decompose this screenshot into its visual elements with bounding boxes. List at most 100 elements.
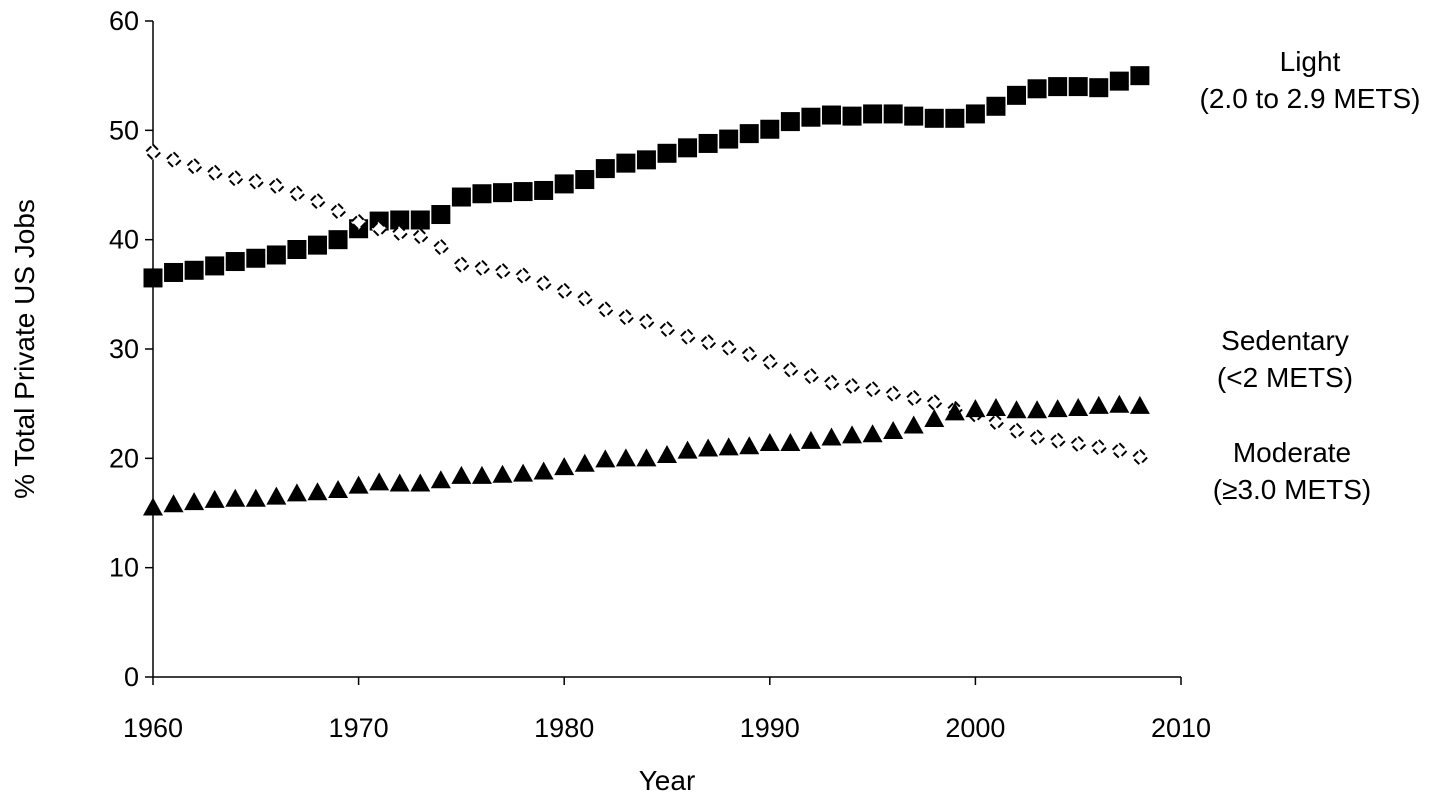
triangle-marker [204, 489, 225, 508]
diamond-marker [822, 373, 841, 392]
diamond-marker [267, 177, 286, 196]
triangle-marker [1109, 394, 1130, 413]
square-marker [616, 153, 636, 173]
x-tick-label: 2010 [1151, 713, 1211, 743]
diamond-marker [555, 282, 574, 300]
triangle-marker [286, 483, 307, 502]
axes: 0 10 20 30 40 50 60 1960 1970 1980 1990 2000 2010 [109, 6, 1211, 743]
y-axis-title: % Total Private US Jobs [9, 199, 40, 499]
series-label-2: Moderate (≥3.0 METS) [1213, 437, 1372, 505]
y-tick-label: 0 [124, 662, 139, 692]
diamond-marker [843, 377, 861, 396]
square-marker [164, 262, 184, 282]
square-marker [451, 187, 471, 207]
series-label-line: Sedentary [1221, 325, 1349, 356]
square-marker [595, 159, 615, 179]
square-marker [534, 180, 554, 200]
triangle-marker [471, 465, 492, 484]
diamond-marker [884, 384, 903, 403]
square-marker [945, 108, 965, 128]
diamond-marker [473, 259, 491, 278]
triangle-marker [718, 437, 739, 456]
square-marker [1109, 71, 1129, 91]
square-marker [1027, 79, 1047, 99]
triangle-marker [430, 470, 451, 489]
triangle-marker [903, 415, 924, 434]
triangle-marker [492, 464, 513, 483]
diamond-marker [678, 328, 697, 346]
triangle-marker [163, 494, 184, 513]
triangle-marker [615, 448, 636, 467]
square-marker [904, 106, 924, 126]
triangle-marker [924, 408, 945, 427]
square-marker [636, 150, 656, 170]
triangle-marker [513, 463, 534, 482]
triangle-marker [842, 425, 863, 444]
diamond-marker [740, 345, 759, 364]
series-label-line: Light [1280, 46, 1341, 77]
diamond-marker [699, 333, 718, 352]
square-marker [184, 260, 204, 280]
triangle-marker [821, 427, 842, 446]
square-marker [986, 96, 1006, 116]
diamond-marker [493, 262, 512, 281]
triangle-marker [862, 424, 883, 443]
triangle-marker [245, 488, 266, 507]
diamond-marker [863, 380, 882, 399]
y-tick-label: 50 [109, 115, 139, 145]
triangle-marker [389, 473, 410, 492]
triangle-marker [574, 453, 595, 472]
triangle-marker [944, 402, 965, 421]
square-marker [739, 124, 759, 144]
square-marker [513, 182, 533, 202]
square-marker [678, 138, 698, 158]
y-tick-label: 30 [109, 334, 139, 364]
triangle-marker [410, 473, 431, 492]
square-marker [1089, 78, 1109, 98]
square-marker [760, 119, 780, 139]
triangle-marker [554, 457, 575, 476]
square-marker [307, 235, 327, 255]
diamond-marker [575, 289, 594, 308]
square-marker [842, 106, 862, 126]
y-tick-label: 20 [109, 443, 139, 473]
triangle-marker [985, 398, 1006, 417]
diamond-marker [904, 389, 923, 408]
triangle-marker [307, 482, 328, 501]
series-label-line: (<2 METS) [1217, 362, 1353, 393]
triangle-marker [677, 440, 698, 459]
diamond-marker [246, 172, 265, 191]
triangle-marker [759, 433, 780, 452]
diamond-marker [514, 266, 532, 285]
plot-area [143, 66, 1150, 516]
triangle-marker [328, 480, 349, 499]
square-marker [246, 248, 266, 268]
diamond-marker [1069, 435, 1088, 454]
triangle-marker [533, 461, 554, 480]
diamond-marker [308, 192, 327, 211]
diamond-marker [329, 202, 347, 221]
triangle-marker [780, 433, 801, 452]
square-marker [287, 240, 307, 260]
diamond-marker [226, 169, 245, 188]
square-marker [390, 210, 410, 230]
triangle-marker [369, 472, 390, 491]
diamond-marker [1130, 448, 1149, 467]
triangle-marker [657, 445, 677, 464]
x-tick-label: 1960 [123, 713, 183, 743]
diamond-marker [987, 413, 1005, 432]
square-marker [225, 252, 245, 272]
diamond-marker [719, 338, 738, 357]
square-marker [863, 104, 883, 124]
square-marker [410, 210, 430, 230]
triangle-marker [1088, 395, 1109, 414]
square-marker [965, 104, 985, 124]
triangle-marker [184, 492, 205, 511]
series-0 [143, 66, 1150, 288]
diamond-marker [925, 393, 944, 412]
series-label-0: Light (2.0 to 2.9 METS) [1200, 46, 1421, 114]
square-marker [1048, 77, 1068, 97]
square-marker [719, 129, 739, 149]
triangle-marker [1027, 400, 1048, 419]
triangle-marker [595, 449, 616, 468]
